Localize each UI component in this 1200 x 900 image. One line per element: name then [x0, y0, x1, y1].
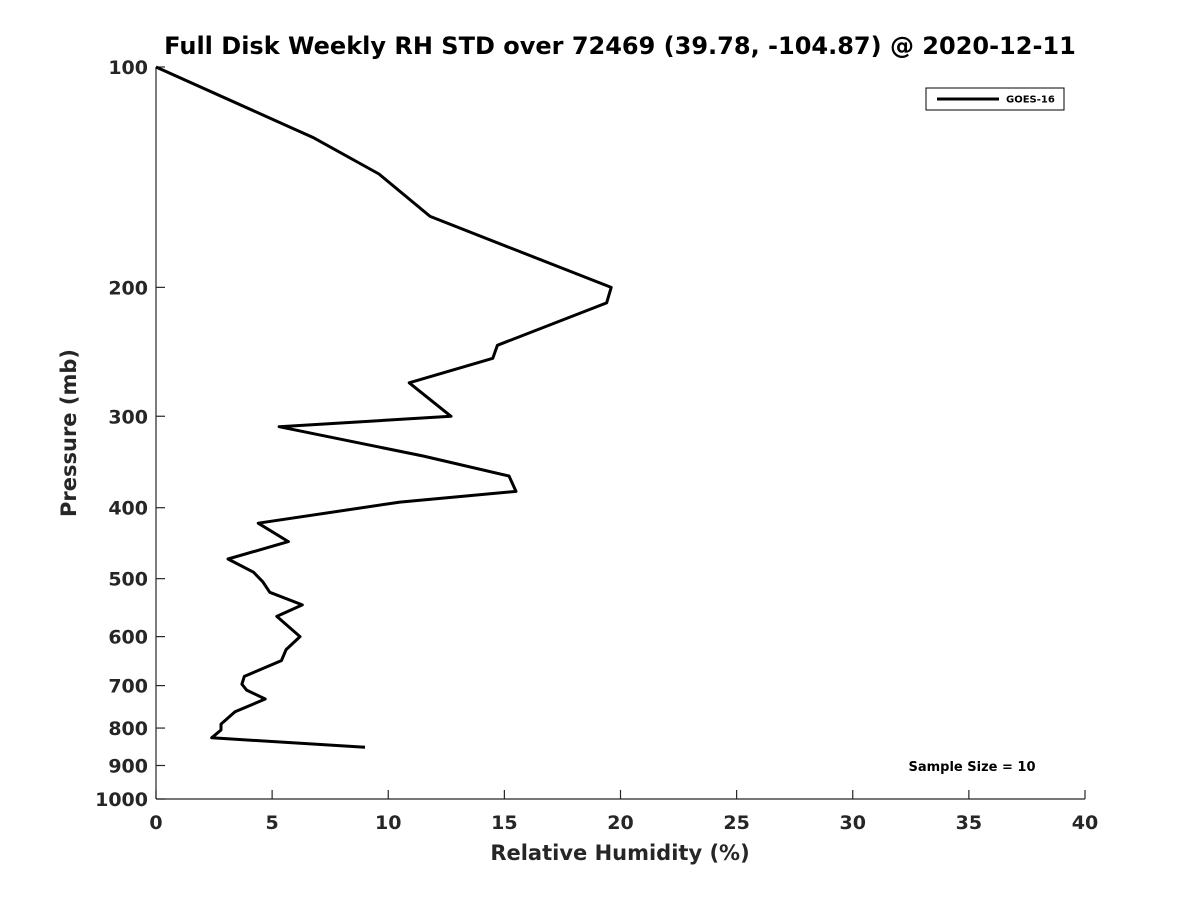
x-tick-label: 10: [375, 812, 401, 834]
y-tick-label: 300: [108, 406, 148, 428]
y-tick-label: 400: [108, 498, 148, 520]
y-tick-label: 200: [108, 277, 148, 299]
y-tick-label: 800: [108, 718, 148, 740]
x-tick-label: 0: [149, 812, 162, 834]
y-tick-label: 600: [108, 627, 148, 649]
y-tick-label: 900: [108, 756, 148, 778]
x-tick-label: 35: [956, 812, 982, 834]
y-tick-label: 1000: [95, 789, 148, 811]
series-line-goes-16: [155, 65, 613, 749]
x-tick-label: 5: [266, 812, 279, 834]
x-tick-label: 40: [1072, 812, 1098, 834]
sample-size-annotation: Sample Size = 10: [908, 760, 1035, 775]
x-tick-label: 20: [607, 812, 633, 834]
y-tick-label: 500: [108, 569, 148, 591]
y-tick-label: 100: [108, 57, 148, 79]
x-tick-label: 25: [723, 812, 749, 834]
chart-title: Full Disk Weekly RH STD over 72469 (39.7…: [164, 32, 1076, 60]
y-tick-label: 700: [108, 676, 148, 698]
x-axis-label: Relative Humidity (%): [490, 841, 749, 865]
legend: GOES-16: [925, 87, 1065, 111]
x-tick-label: 15: [491, 812, 517, 834]
y-axis-label: Pressure (mb): [57, 349, 81, 517]
plot-area: 0 5 10 15 20 25 30 35 40 100 200 300 400 500 600 700 800…: [95, 57, 1098, 834]
legend-label-goes-16: GOES-16: [1006, 95, 1055, 106]
x-tick-label: 30: [840, 812, 866, 834]
